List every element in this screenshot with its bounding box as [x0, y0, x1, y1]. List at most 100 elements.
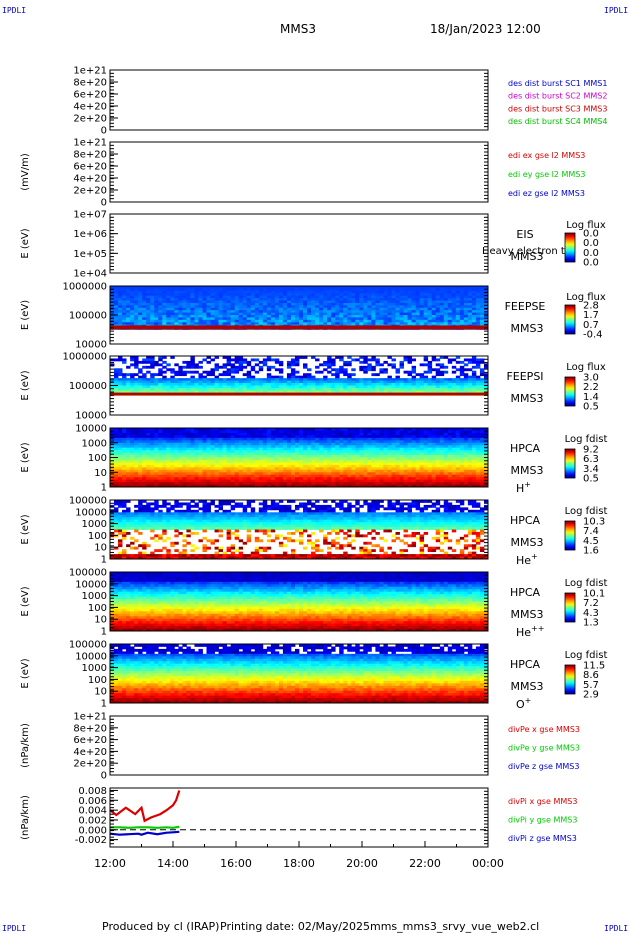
- heatmap-cell: [186, 380, 191, 384]
- heatmap-cell: [246, 370, 252, 374]
- heatmap-cell: [230, 462, 236, 466]
- heatmap-cell: [387, 302, 392, 306]
- heatmap-cell: [403, 457, 408, 461]
- heatmap-cell: [122, 288, 127, 292]
- heatmap-cell: [331, 310, 336, 313]
- heatmap-cell: [379, 432, 384, 436]
- y-tick-label: 1e+06: [73, 229, 107, 240]
- heatmap-cell: [222, 295, 228, 299]
- heatmap-cell: [226, 440, 232, 444]
- heatmap-cell: [391, 290, 396, 294]
- heatmap-cell: [290, 390, 296, 394]
- heatmap-cell: [363, 383, 368, 386]
- heatmap-cell: [262, 459, 268, 463]
- heatmap-cell: [371, 482, 376, 485]
- heatmap-cell: [419, 312, 425, 316]
- heatmap-cell: [383, 430, 388, 434]
- heatmap-cell: [290, 298, 296, 301]
- heatmap-cell: [222, 442, 228, 446]
- heatmap-cell: [415, 385, 421, 389]
- heatmap-cell: [278, 390, 284, 394]
- heatmap-cell: [483, 298, 489, 301]
- heatmap-cell: [202, 378, 207, 381]
- heatmap-cell: [355, 452, 360, 456]
- heatmap-cell: [367, 472, 372, 476]
- heatmap-cell: [307, 435, 312, 439]
- heatmap-cell: [415, 310, 421, 313]
- heatmap-cell: [379, 319, 384, 323]
- heatmap-cell: [299, 390, 304, 394]
- heatmap-cell: [315, 288, 320, 292]
- heatmap-cell: [323, 322, 328, 326]
- heatmap-cell: [399, 312, 404, 316]
- heatmap-cell: [439, 305, 445, 309]
- heatmap-cell: [110, 430, 115, 434]
- heatmap-cell: [327, 442, 332, 446]
- heatmap-cell: [363, 474, 368, 478]
- heatmap-cell: [242, 383, 248, 386]
- heatmap-cell: [162, 435, 167, 439]
- heatmap-cell: [463, 375, 469, 379]
- heatmap-cell: [459, 390, 465, 394]
- heatmap-cell: [371, 462, 376, 466]
- heatmap-cell: [431, 390, 437, 394]
- heatmap-cell: [403, 390, 408, 394]
- heatmap-cell: [355, 307, 360, 311]
- heatmap-cell: [242, 387, 248, 391]
- heatmap-cell: [210, 467, 215, 471]
- heatmap-cell: [190, 482, 195, 485]
- heatmap-cell: [351, 447, 356, 451]
- heatmap-cell: [158, 322, 163, 326]
- heatmap-cell: [206, 442, 211, 446]
- heatmap-cell: [327, 360, 332, 364]
- heatmap-cell: [238, 435, 244, 439]
- heatmap-cell: [130, 437, 135, 441]
- heatmap-cell: [303, 295, 308, 299]
- heatmap-cell: [347, 440, 352, 444]
- heatmap-cell: [206, 459, 211, 463]
- heatmap-cell: [134, 432, 139, 436]
- heatmap-cell: [238, 457, 244, 461]
- heatmap-cell: [415, 322, 421, 326]
- heatmap-cell: [138, 390, 143, 394]
- heatmap-cell: [335, 298, 340, 301]
- heatmap-cell: [150, 440, 155, 444]
- heatmap-cell: [242, 305, 248, 309]
- heatmap-cell: [174, 445, 179, 449]
- heatmap-cell: [174, 307, 179, 311]
- heatmap-cell: [303, 378, 308, 381]
- heatmap-cell: [222, 469, 228, 473]
- heatmap-cell: [379, 363, 384, 367]
- heatmap-cell: [258, 290, 264, 294]
- heatmap-cell: [383, 428, 388, 431]
- heatmap-cell: [467, 378, 473, 381]
- heatmap-cell: [435, 305, 441, 309]
- heatmap-cell: [246, 459, 252, 463]
- heatmap-cell: [467, 317, 473, 321]
- heatmap-cell: [210, 450, 215, 453]
- heatmap-cell: [226, 472, 232, 476]
- heatmap-cell: [355, 437, 360, 441]
- heatmap-cell: [226, 469, 232, 473]
- heatmap-cell: [146, 467, 151, 471]
- heatmap-cell: [234, 307, 240, 311]
- heatmap-cell: [319, 298, 324, 301]
- heatmap-cell: [379, 300, 384, 304]
- heatmap-cell: [399, 467, 404, 471]
- heatmap-cell: [419, 375, 425, 379]
- heatmap-cell: [150, 383, 155, 386]
- heatmap-cell: [134, 472, 139, 476]
- heatmap-cell: [250, 459, 256, 463]
- heatmap-cell: [475, 288, 481, 292]
- heatmap-cell: [395, 452, 400, 456]
- heatmap-cell: [355, 390, 360, 394]
- heatmap-cell: [294, 375, 300, 379]
- heatmap-cell: [254, 317, 260, 321]
- heatmap-cell: [238, 360, 244, 364]
- heatmap-cell: [327, 319, 332, 323]
- heatmap-cell: [238, 322, 244, 326]
- heatmap-cell: [126, 459, 131, 463]
- heatmap-cell: [126, 479, 131, 483]
- heatmap-cell: [282, 482, 288, 485]
- heatmap-cell: [383, 482, 388, 485]
